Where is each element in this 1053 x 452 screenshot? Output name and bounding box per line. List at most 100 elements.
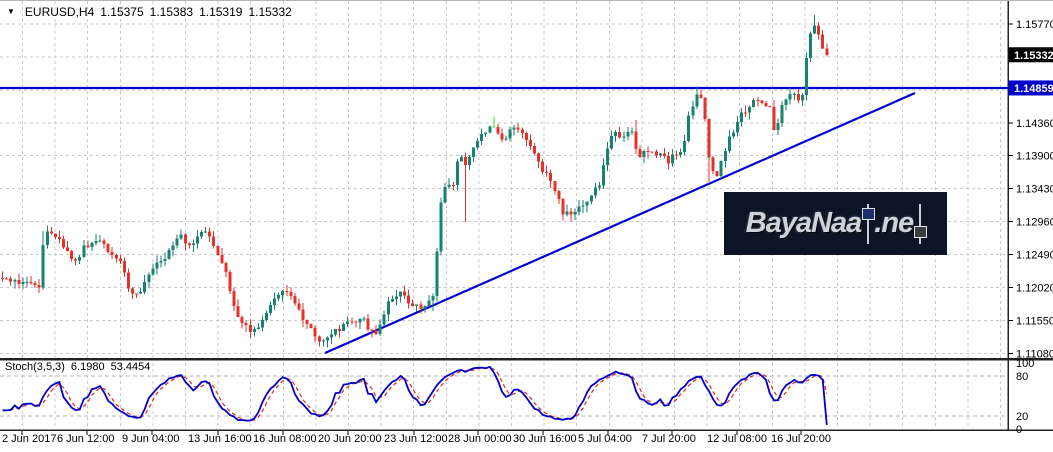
candle-body (143, 281, 147, 292)
candle-body (577, 206, 581, 212)
trend-line[interactable] (324, 91, 916, 355)
time-axis-label: 2 Jun 2017 (2, 433, 56, 445)
candle-body (13, 280, 17, 282)
candle-body (98, 240, 102, 242)
price-axis[interactable]: 1.15770 1.14360 1.13900 1.13430 1.12960 1.124… (1008, 19, 1053, 436)
candle-body (687, 115, 691, 141)
candle-body (366, 318, 370, 330)
candle-body (370, 329, 374, 331)
candle-body (390, 298, 394, 302)
candle-body (691, 106, 695, 116)
candle-body (484, 132, 488, 134)
indicator-level-label: 20 (1016, 411, 1028, 423)
candle-body (163, 258, 167, 261)
indicator-level-label: 0 (1016, 424, 1022, 436)
candle-body (394, 296, 398, 299)
candle-body (236, 306, 240, 317)
time-axis-label: 16 Jul 20:00 (771, 433, 831, 445)
candle-body (70, 250, 74, 259)
candle-body (585, 201, 589, 206)
window-borders (0, 1, 1053, 431)
watermark-text-right: .ne (874, 207, 914, 239)
candle-body (683, 140, 687, 152)
candle-body (439, 202, 443, 252)
candle-body (118, 258, 122, 261)
candle-body (500, 133, 504, 140)
candle-body (825, 48, 829, 55)
candle-body (240, 316, 244, 323)
candle-body (735, 121, 739, 133)
indicator-label: Stoch(3,5,3) 6.1980 53.4454 (5, 361, 150, 373)
candle-body (102, 240, 106, 245)
candle-body (216, 246, 220, 255)
ohlc-high: 1.15383 (149, 5, 194, 19)
candle-body (244, 322, 248, 325)
time-axis[interactable]: 2 Jun 2017 6 Jun 12:00 9 Jun 04:00 13 Jun 1… (2, 431, 831, 445)
candle-body (764, 103, 768, 107)
candle-body (744, 112, 748, 114)
candle-body (53, 233, 57, 238)
candle-body (329, 334, 333, 338)
candle-body (29, 281, 33, 283)
candle-body (589, 195, 593, 202)
candle-body (82, 245, 86, 257)
candle-body (301, 309, 305, 321)
candle-body (451, 185, 455, 187)
ohlc-open: 1.15375 (100, 5, 144, 19)
price-axis-label: 1.13430 (1016, 183, 1053, 195)
candle-body (634, 131, 638, 150)
candle-body (638, 149, 642, 158)
candle-body (776, 123, 780, 131)
candle-body (159, 260, 163, 263)
time-axis-label: 20 Jun 20:00 (318, 433, 382, 445)
price-axis-label: 1.15770 (1016, 19, 1053, 31)
candle-body (532, 146, 536, 154)
candle-body (21, 281, 25, 284)
candle-body (305, 320, 309, 325)
candle-body (37, 284, 41, 288)
time-axis-label: 12 Jul 08:00 (707, 433, 767, 445)
symbol-timeframe: EURUSD,H4 (24, 5, 95, 19)
candle-body (265, 312, 268, 320)
candle-body (569, 211, 573, 215)
candle-body (106, 244, 110, 253)
candle-body (809, 33, 813, 59)
candle-body (386, 301, 390, 315)
candle-body (707, 119, 711, 158)
candle-body (90, 243, 94, 248)
candle-body (228, 272, 232, 291)
current-price-label: 1.15332 (1014, 50, 1053, 62)
chart-title: ▼ EURUSD,H4 1.15375 1.15383 1.15319 1.15… (7, 5, 292, 19)
time-axis-label: 9 Jun 04:00 (122, 433, 180, 445)
candle-body (731, 132, 735, 137)
candle-body (49, 231, 53, 234)
candle-body (537, 153, 541, 162)
candle-body (561, 199, 565, 215)
candle-body (362, 318, 366, 320)
candle-body (431, 296, 435, 301)
candle-body (256, 327, 260, 330)
candle-body (756, 99, 760, 101)
candle-body (524, 133, 528, 140)
candlestick-icon (914, 203, 928, 244)
symbol-dropdown-icon[interactable]: ▼ (7, 7, 15, 16)
candle-body (411, 303, 415, 307)
candle-body (427, 300, 431, 306)
candle-body (403, 291, 407, 296)
candle-body (800, 95, 804, 101)
candle-body (573, 211, 577, 215)
candle-body (407, 295, 411, 304)
price-axis-label: 1.12020 (1016, 282, 1053, 294)
candle-body (780, 104, 784, 124)
candle-body (346, 321, 350, 325)
candle-body (443, 187, 447, 203)
candle-body (325, 337, 329, 341)
candle-body (45, 231, 49, 246)
candle-body (139, 291, 143, 294)
candle-body (334, 328, 338, 335)
candle-body (821, 34, 825, 49)
price-axis-label: 1.13900 (1016, 150, 1053, 162)
window-splitter[interactable] (0, 358, 1053, 361)
candle-body (549, 173, 553, 182)
candle-body (204, 231, 208, 233)
